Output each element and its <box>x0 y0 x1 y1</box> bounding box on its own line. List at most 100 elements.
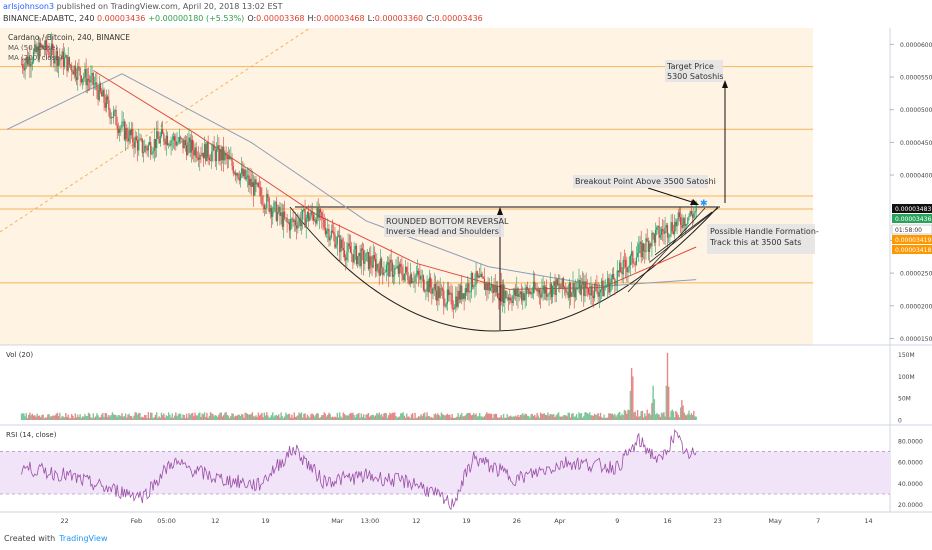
candle <box>593 283 596 302</box>
volume-bar <box>209 412 212 420</box>
candle <box>686 223 688 230</box>
volume-bar <box>233 416 236 420</box>
candle <box>644 243 646 264</box>
volume-bar <box>516 416 518 420</box>
volume-bar <box>37 415 39 420</box>
volume-bar <box>514 415 517 420</box>
candle <box>56 46 59 73</box>
volume-bar <box>176 416 178 420</box>
candle <box>591 283 593 306</box>
candle <box>87 67 90 91</box>
volume-bar <box>447 414 450 420</box>
tradingview-logo[interactable]: TradingView <box>59 534 108 543</box>
candle <box>244 168 246 181</box>
time-tick-label: 14 <box>864 517 872 525</box>
volume-bar <box>627 409 629 420</box>
candle <box>223 136 225 172</box>
candle <box>316 201 318 226</box>
time-axis[interactable]: 22 Feb 05:00 12 19 Mar 13:00 12 19 26 Apr 9 16 23 May 7… <box>60 517 872 525</box>
candle <box>651 230 653 257</box>
candle <box>573 282 575 309</box>
candle <box>145 144 147 154</box>
volume-bar <box>166 416 169 420</box>
candle <box>639 235 641 254</box>
rounded-bottom-note[interactable]: ROUNDED BOTTOM REVERSAL Inverse Head and… <box>384 215 509 237</box>
candle <box>518 289 520 302</box>
volume-bar <box>359 417 361 420</box>
volume-bar <box>90 417 92 420</box>
volume-pane[interactable] <box>20 352 697 420</box>
candle <box>205 141 207 165</box>
volume-bar <box>197 413 200 420</box>
candle <box>503 279 505 307</box>
candle <box>337 230 340 238</box>
candle <box>452 300 454 319</box>
candle <box>200 146 202 164</box>
candle <box>633 258 635 267</box>
author-link[interactable]: arlsjohnson3 <box>3 2 55 11</box>
volume-bar <box>377 414 379 420</box>
volume-bar <box>353 414 355 420</box>
target-note[interactable]: Target Price 5300 Satoshis <box>665 60 724 82</box>
volume-bar <box>220 412 223 420</box>
volume-bar <box>109 416 111 420</box>
volume-bar <box>451 414 453 420</box>
volume-bar <box>367 412 370 420</box>
candle <box>440 284 443 297</box>
volume-bar <box>422 413 425 420</box>
volume-bar <box>126 417 128 420</box>
candle <box>498 293 500 310</box>
candle <box>425 288 427 301</box>
volume-bar <box>651 402 653 420</box>
trading-chart[interactable]: ✱ Target Price 5300 Satoshis Breakout Po… <box>0 0 932 532</box>
close-label: C: <box>426 14 435 23</box>
candle <box>231 153 233 171</box>
candle <box>514 283 517 301</box>
volume-bar <box>660 412 663 420</box>
candle <box>550 282 553 305</box>
handle-line-mid <box>649 207 719 263</box>
volume-bar <box>298 412 300 420</box>
candle <box>140 134 142 143</box>
candle <box>116 116 118 140</box>
candle <box>366 249 368 263</box>
candle <box>519 290 521 299</box>
candle <box>465 283 468 296</box>
candle <box>141 138 143 157</box>
volume-bar <box>507 416 510 420</box>
volume-bar <box>104 412 106 420</box>
candle <box>668 232 670 244</box>
rsi-pane[interactable] <box>0 429 890 511</box>
volume-bar <box>123 416 126 420</box>
volume-bar <box>327 415 329 420</box>
volume-bar <box>243 417 245 420</box>
breakout-note[interactable]: Breakout Point Above 3500 Satoshi <box>573 175 716 188</box>
volume-bar <box>361 416 364 420</box>
volume-bar <box>494 413 496 420</box>
candle <box>233 170 236 176</box>
candle <box>516 276 518 306</box>
candle <box>412 277 414 284</box>
candle <box>171 133 173 151</box>
price-tag: 01:58:00 <box>891 224 932 235</box>
rounded-line2: Inverse Head and Shoulders <box>386 227 499 236</box>
volume-bar <box>281 416 284 420</box>
volume-bar <box>100 414 103 420</box>
handle-note[interactable]: Possible Handle Formation- Track this at… <box>707 224 819 254</box>
candle <box>558 274 560 292</box>
volume-bar <box>679 407 682 420</box>
candle <box>31 56 33 71</box>
volume-bar <box>343 413 346 420</box>
candle <box>319 207 322 221</box>
candle <box>348 234 350 250</box>
candle <box>347 233 349 263</box>
price-pane[interactable] <box>0 28 890 345</box>
volume-bar <box>462 416 464 420</box>
volume-bar <box>403 415 406 420</box>
volume-bar <box>55 413 57 420</box>
volume-bar <box>419 416 421 420</box>
volume-bar <box>409 418 412 420</box>
price-tag: 0.00003436 <box>892 214 932 223</box>
candle <box>653 233 655 247</box>
